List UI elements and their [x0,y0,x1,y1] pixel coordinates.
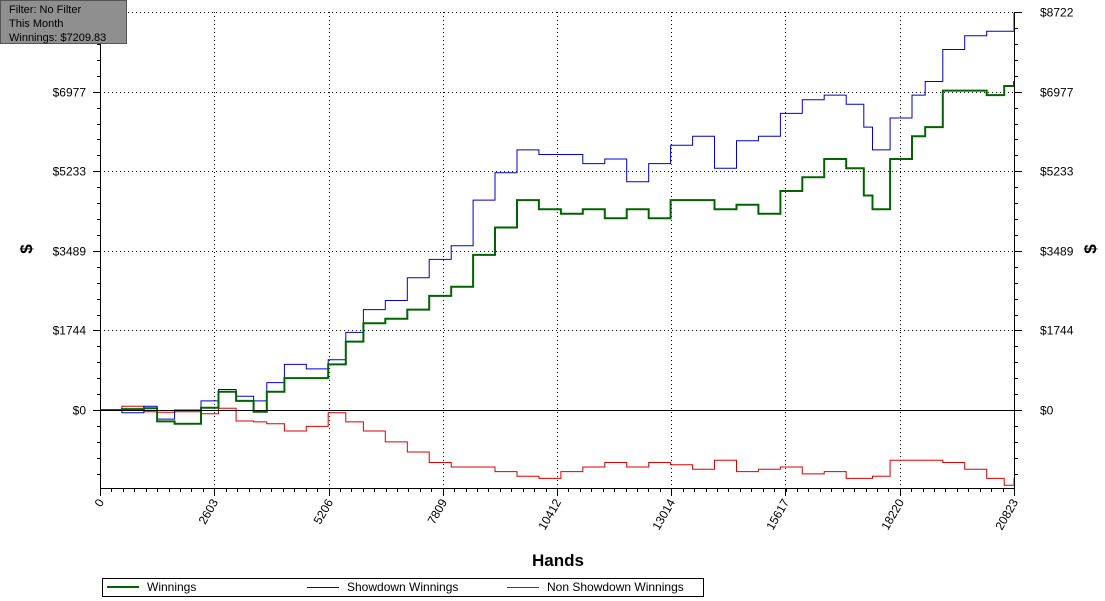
y-tick-label-right: $6977 [1040,86,1074,100]
y-axis-label-left: $ [17,244,36,254]
y-tick-label-left: $0 [73,404,87,418]
x-tick-label: 10412 [535,496,564,532]
y-tick-label-left: $5233 [53,165,87,179]
y-tick-label-left: $1744 [53,324,87,338]
legend-swatch-showdown [307,587,339,588]
series-line-winnings [100,81,1015,425]
series-lines [100,13,1015,486]
x-tick-label: 20823 [992,496,1021,532]
legend-label-non-showdown: Non Showdown Winnings [547,580,684,594]
total-winnings-label: Winnings: $7209.83 [9,32,107,44]
y-tick-label-right: $3489 [1040,245,1074,259]
x-tick-label: 0 [92,496,108,509]
legend-swatch-non-showdown [507,587,539,588]
filter-label: Filter: No Filter [9,4,82,16]
y-tick-label-right: $0 [1040,404,1054,418]
y-tick-label-right: $8722 [1040,6,1074,20]
filter-info-box: Filter: No Filter This Month Winnings: $… [0,0,127,44]
grid-lines [100,12,1014,488]
legend-label-showdown: Showdown Winnings [347,580,459,594]
y-tick-label-left: $3489 [53,245,87,259]
legend-label-winnings: Winnings [147,580,197,594]
x-tick-label: 13014 [649,496,678,532]
x-tick-label: 5206 [311,496,337,526]
y-tick-label-left: $6977 [53,86,87,100]
chart-legend: Winnings Showdown Winnings Non Showdown … [102,578,704,597]
x-tick-label: 7809 [425,496,451,526]
y-axis-label-right: $ [1081,244,1100,254]
x-tick-label: 2603 [196,496,222,526]
period-label: This Month [9,18,64,30]
y-tick-label-right: $1744 [1040,324,1074,338]
axes: $0 $0 $1744 $1744 $3489 $3489 $5233 $5233 $6977 $… [53,6,1074,533]
series-line-showdown [100,13,1015,420]
x-tick-label: 15617 [763,496,792,532]
y-tick-label-right: $5233 [1040,165,1074,179]
x-tick-label: 18220 [878,496,907,532]
legend-swatch-winnings [107,586,139,588]
x-axis-label: Hands [532,551,584,570]
series-line-non-showdown [100,405,1015,486]
